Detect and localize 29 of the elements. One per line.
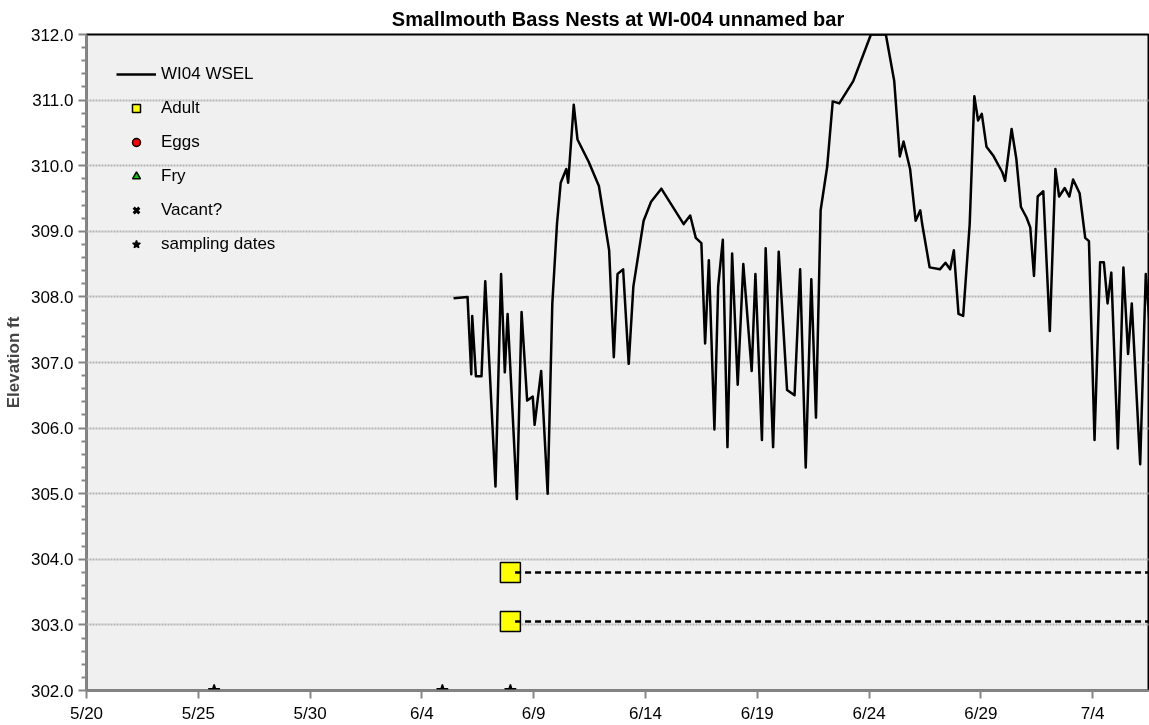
y-tick-label: 309.0 — [30, 222, 74, 242]
legend-label: Vacant? — [161, 200, 223, 220]
legend-label: WI04 WSEL — [161, 64, 254, 84]
x-tick-label: 5/25 — [181, 703, 215, 723]
y-tick-label: 311.0 — [32, 91, 74, 111]
legend-label: sampling dates — [161, 234, 276, 254]
x-tick-label: 7/4 — [1080, 703, 1105, 723]
y-tick-label: 305.0 — [30, 484, 74, 504]
y-tick-label: 312.0 — [30, 25, 74, 45]
y-tick-label: 308.0 — [30, 287, 74, 307]
x-tick-label: 6/14 — [628, 703, 663, 723]
y-tick-label: 310.0 — [30, 156, 74, 176]
x-tick-label: 6/29 — [964, 703, 998, 723]
y-tick-label: 304.0 — [30, 550, 74, 570]
legend-label: Adult — [161, 98, 200, 118]
y-axis-title: Elevation ft — [3, 316, 23, 409]
y-tick-label: 302.0 — [30, 681, 74, 701]
y-tick-label: 303.0 — [30, 615, 74, 635]
legend-label: Fry — [161, 166, 186, 186]
x-tick-label: 6/4 — [410, 703, 434, 723]
x-tick-label: 5/20 — [69, 703, 104, 723]
legend-label: Eggs — [161, 132, 200, 152]
chart-title: Smallmouth Bass Nests at WI-004 unnamed bar — [391, 7, 845, 30]
y-tick-label: 307.0 — [30, 353, 74, 373]
y-tick-label: 306.0 — [30, 419, 74, 439]
x-tick-label: 6/24 — [852, 703, 886, 723]
x-tick-label: 6/9 — [521, 703, 546, 723]
x-tick-label: 6/19 — [740, 703, 774, 723]
x-tick-label: 5/30 — [293, 703, 327, 723]
